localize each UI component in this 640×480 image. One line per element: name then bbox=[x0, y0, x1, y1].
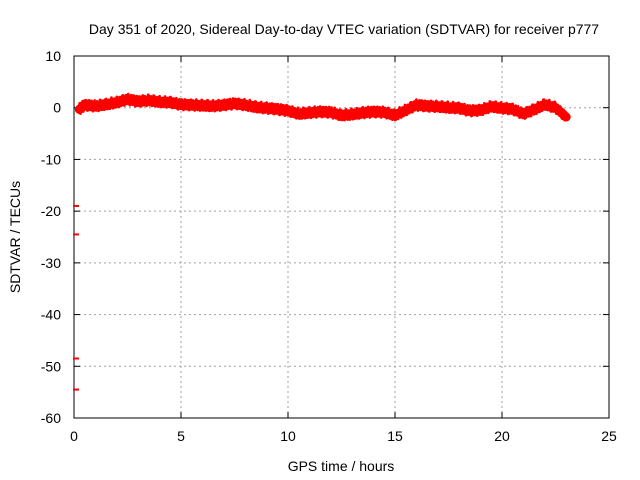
y-tick-label: -30 bbox=[41, 255, 61, 271]
y-tick-label: -60 bbox=[41, 410, 61, 426]
x-tick-label: 10 bbox=[280, 428, 296, 444]
x-tick-label: 25 bbox=[601, 428, 617, 444]
y-tick-label: 0 bbox=[53, 100, 61, 116]
y-tick-label: -50 bbox=[41, 358, 61, 374]
x-tick-label: 15 bbox=[387, 428, 403, 444]
x-tick-label: 5 bbox=[177, 428, 185, 444]
x-tick-label: 0 bbox=[70, 428, 78, 444]
series-band bbox=[74, 94, 571, 122]
tick-labels: 0 5 10 15 20 25 10 0 -10 -20 -30 -40 -50 -60 bbox=[41, 48, 617, 444]
plot-frame bbox=[73, 55, 610, 419]
y-tick-label: -20 bbox=[41, 203, 61, 219]
y-tick-label: -40 bbox=[41, 307, 61, 323]
x-tick-label: 20 bbox=[494, 428, 510, 444]
x-axis-label: GPS time / hours bbox=[288, 458, 395, 474]
axis-ticks bbox=[73, 55, 610, 419]
chart-title: Day 351 of 2020, Sidereal Day-to-day VTE… bbox=[89, 21, 599, 37]
y-axis-label: SDTVAR / TECUs bbox=[7, 181, 23, 293]
y-tick-label: 10 bbox=[45, 48, 61, 64]
data-series bbox=[73, 92, 571, 391]
y-tick-label: -10 bbox=[41, 151, 61, 167]
